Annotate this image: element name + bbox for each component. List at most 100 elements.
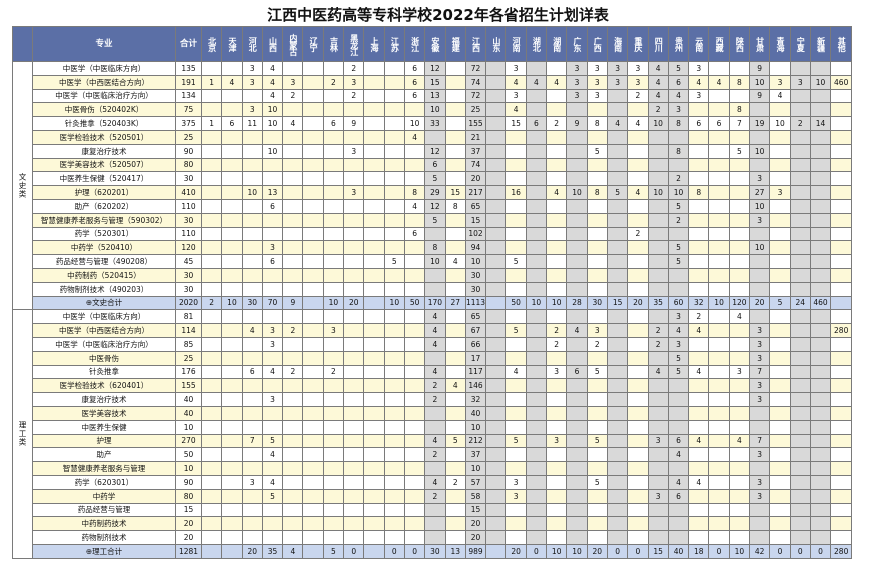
quota-cell: 5 <box>667 198 690 214</box>
quota-cell <box>221 226 243 242</box>
quota-cell: 2 <box>322 74 345 90</box>
quota-cell <box>343 433 365 449</box>
quota-cell <box>749 102 771 118</box>
quota-cell: 3 <box>749 171 771 187</box>
quota-cell <box>363 323 385 338</box>
quota-cell <box>627 516 649 532</box>
major-header: 专业 <box>32 26 176 62</box>
quota-cell <box>728 405 751 421</box>
quota-cell: 3 <box>749 350 771 366</box>
quota-cell: 2 <box>424 378 446 394</box>
subtotal-cell: 10 <box>221 295 243 311</box>
quota-cell <box>403 392 426 407</box>
quota-cell <box>606 102 629 118</box>
quota-cell <box>444 323 466 338</box>
quota-cell <box>363 405 385 421</box>
quota-cell <box>647 240 669 256</box>
quota-cell <box>546 392 568 407</box>
quota-cell <box>221 405 243 421</box>
quota-cell <box>525 61 548 76</box>
quota-cell <box>282 254 304 269</box>
quota-cell <box>809 129 832 145</box>
quota-cell: 10 <box>566 185 588 200</box>
quota-cell <box>241 447 263 463</box>
quota-cell <box>830 116 853 131</box>
quota-cell <box>444 364 466 380</box>
quota-cell <box>627 240 649 256</box>
quota-cell <box>241 171 263 187</box>
subtotal-cell: 70 <box>261 295 284 311</box>
quota-cell <box>728 281 751 297</box>
quota-cell <box>485 309 507 325</box>
quota-cell <box>647 392 669 407</box>
quota-cell <box>525 323 548 338</box>
quota-cell: 19 <box>749 116 771 131</box>
quota-cell: 6 <box>667 74 690 90</box>
quota-cell <box>241 392 263 407</box>
quota-cell: 3 <box>606 74 629 90</box>
quota-cell <box>221 240 243 256</box>
quota-cell <box>383 392 405 407</box>
quota-cell: 2 <box>322 364 345 380</box>
quota-cell <box>241 88 263 104</box>
quota-cell <box>505 447 527 463</box>
quota-cell <box>403 461 426 476</box>
province-header: 青海 <box>769 26 791 62</box>
quota-cell <box>363 143 385 159</box>
quota-cell <box>769 392 791 407</box>
quota-cell: 65 <box>464 309 487 325</box>
quota-cell <box>809 364 832 380</box>
quota-cell <box>546 267 568 283</box>
quota-cell <box>444 116 466 131</box>
quota-cell: 10 <box>667 185 690 200</box>
quota-cell <box>647 378 669 394</box>
quota-cell <box>586 488 608 504</box>
category-label: 理工类 <box>12 309 33 559</box>
quota-cell <box>809 198 832 214</box>
quota-cell <box>261 378 284 394</box>
quota-cell: 4 <box>424 364 446 380</box>
quota-cell <box>505 461 527 476</box>
quota-cell: 2 <box>647 336 669 352</box>
quota-cell: 117 <box>464 364 487 380</box>
quota-cell <box>708 129 730 145</box>
quota-cell <box>322 405 345 421</box>
quota-cell: 5 <box>667 240 690 256</box>
province-header: 安徽 <box>424 26 446 62</box>
quota-cell <box>302 309 324 325</box>
quota-cell: 4 <box>261 447 284 463</box>
quota-cell: 4 <box>546 74 568 90</box>
quota-cell <box>728 129 751 145</box>
quota-cell <box>485 433 507 449</box>
table-row: 药品经营与管理 15 15 <box>13 502 853 518</box>
quota-cell <box>282 61 304 76</box>
quota-cell <box>749 530 771 545</box>
quota-cell: 72 <box>464 61 487 76</box>
row-total: 25 <box>175 129 202 145</box>
quota-cell <box>728 185 751 200</box>
quota-cell <box>546 254 568 269</box>
quota-cell: 10 <box>749 198 771 214</box>
quota-cell: 212 <box>464 433 487 449</box>
quota-cell: 58 <box>464 488 487 504</box>
major-name: 助产 <box>32 447 176 463</box>
province-header: 云南 <box>688 26 710 62</box>
quota-cell <box>444 267 466 283</box>
province-header: 北京 <box>200 26 223 62</box>
province-header: 江苏 <box>383 26 405 62</box>
quota-cell <box>505 378 527 394</box>
quota-cell <box>606 502 629 518</box>
quota-cell <box>200 171 223 187</box>
quota-cell <box>525 474 548 490</box>
quota-cell <box>546 129 568 145</box>
quota-cell <box>383 309 405 325</box>
quota-cell <box>586 102 608 118</box>
province-header: 宁夏 <box>789 26 811 62</box>
quota-cell <box>546 516 568 532</box>
subtotal-cell: 27 <box>444 295 466 311</box>
quota-cell <box>647 281 669 297</box>
quota-cell <box>708 102 730 118</box>
quota-cell <box>728 267 751 283</box>
quota-cell <box>221 309 243 325</box>
quota-cell <box>343 474 365 490</box>
